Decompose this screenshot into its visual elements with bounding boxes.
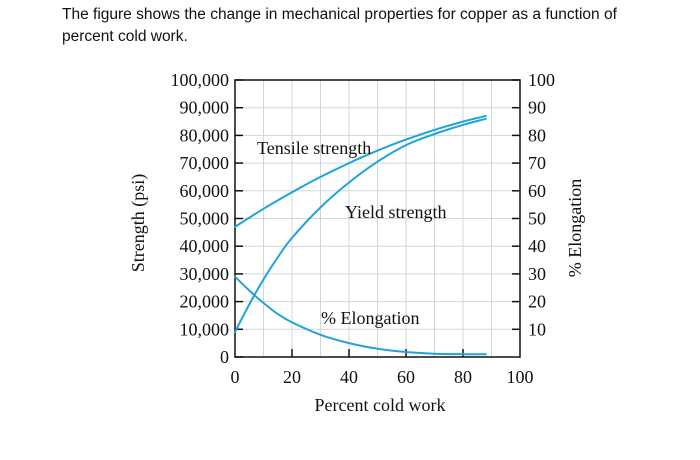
y-tick-label: 10,000 xyxy=(180,319,230,339)
right-tick-labels: 10 20 30 40 50 60 70 80 90 100 xyxy=(528,70,555,339)
series-lines xyxy=(234,115,487,356)
y2-tick-label: 20 xyxy=(528,292,546,312)
y-tick-label: 90,000 xyxy=(180,98,230,118)
y2-axis-title: % Elongation xyxy=(565,179,585,277)
elongation-line xyxy=(234,275,487,356)
y-tick-label: 80,000 xyxy=(180,125,230,145)
y2-tick-label: 70 xyxy=(528,153,546,173)
y-tick-label: 70,000 xyxy=(180,153,230,173)
y2-tick-label: 90 xyxy=(528,98,546,118)
y-tick-label: 0 xyxy=(220,347,229,367)
x-tick-label: 40 xyxy=(340,367,358,387)
yield-strength-line xyxy=(234,117,487,334)
ticks xyxy=(235,79,520,358)
series-label-tensile: Tensile strength xyxy=(257,138,371,158)
caption-line-1: The figure shows the change in mechanica… xyxy=(62,6,617,23)
y-axis-title: Strength (psi) xyxy=(128,174,149,273)
caption-line-2: percent cold work. xyxy=(62,28,188,45)
y-tick-label: 40,000 xyxy=(180,236,230,256)
y-tick-label: 30,000 xyxy=(180,264,230,284)
tensile-strength-line xyxy=(234,115,487,228)
x-tick-label: 20 xyxy=(283,367,301,387)
y-tick-label: 20,000 xyxy=(180,292,230,312)
y2-tick-label: 60 xyxy=(528,181,546,201)
y2-tick-label: 50 xyxy=(528,209,546,229)
y2-tick-label: 80 xyxy=(528,125,546,145)
y2-tick-label: 40 xyxy=(528,236,546,256)
left-tick-labels: 0 10,000 20,000 30,000 40,000 50,000 60,000 70,… xyxy=(171,70,230,367)
y-tick-label: 50,000 xyxy=(180,209,230,229)
y2-tick-label: 30 xyxy=(528,264,546,284)
series-label-yield: Yield strength xyxy=(345,202,447,222)
y-tick-label: 100,000 xyxy=(171,70,230,90)
y2-tick-label: 10 xyxy=(528,319,546,339)
x-tick-label: 60 xyxy=(397,367,415,387)
y2-tick-label: 100 xyxy=(528,70,555,90)
grid xyxy=(235,80,520,357)
x-tick-labels: 0 20 40 60 80 100 xyxy=(231,367,534,387)
y-tick-label: 60,000 xyxy=(180,181,230,201)
x-axis-title: Percent cold work xyxy=(315,395,446,415)
caption: The figure shows the change in mechanica… xyxy=(62,4,682,48)
x-tick-label: 100 xyxy=(507,367,534,387)
x-tick-label: 80 xyxy=(454,367,472,387)
series-label-elongation: % Elongation xyxy=(321,308,419,328)
x-tick-label: 0 xyxy=(231,367,240,387)
